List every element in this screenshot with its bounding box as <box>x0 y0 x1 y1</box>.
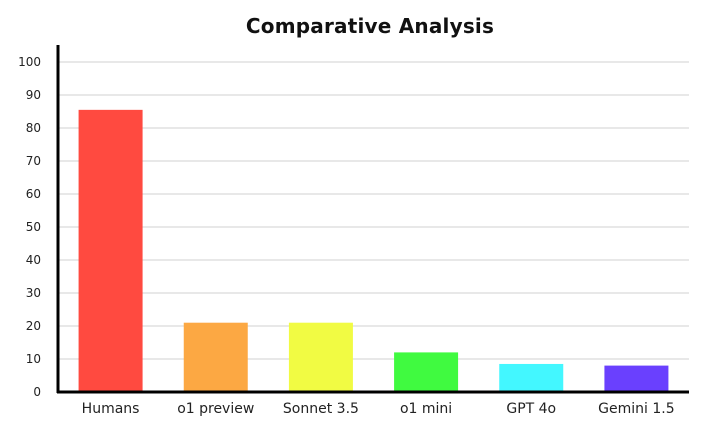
y-tick-label: 30 <box>26 286 41 300</box>
y-tick-label: 70 <box>26 154 41 168</box>
axes <box>56 45 689 394</box>
chart-title: Comparative Analysis <box>245 14 495 38</box>
y-tick-label: 80 <box>26 121 41 135</box>
bar-o1-preview <box>183 322 248 392</box>
x-tick-label: GPT 4o <box>506 401 556 417</box>
y-tick-label: 60 <box>26 187 41 201</box>
labels: 0 10 20 30 40 50 60 70 80 90 100 Humans o1 preview So… <box>18 55 675 417</box>
y-tick-label: 0 <box>33 385 41 399</box>
y-tick-label: 90 <box>26 88 41 102</box>
bars <box>78 109 669 392</box>
bar-gemini-1-5 <box>604 365 669 392</box>
bar-o1-mini <box>394 352 459 392</box>
y-tick-label: 40 <box>26 253 41 267</box>
bar-sonnet-3-5 <box>288 322 353 392</box>
gridlines <box>58 61 689 360</box>
x-tick-label: o1 mini <box>400 401 452 417</box>
y-tick-label: 20 <box>26 319 41 333</box>
bar-gpt-4o <box>499 363 564 392</box>
x-tick-label: o1 preview <box>177 401 254 417</box>
y-tick-label: 10 <box>26 352 41 366</box>
y-tick-label: 50 <box>26 220 41 234</box>
x-tick-label: Sonnet 3.5 <box>283 401 359 417</box>
x-tick-label: Humans <box>82 401 140 417</box>
y-tick-label: 100 <box>18 55 41 69</box>
bar-humans <box>78 109 143 392</box>
x-tick-label: Gemini 1.5 <box>598 401 674 417</box>
